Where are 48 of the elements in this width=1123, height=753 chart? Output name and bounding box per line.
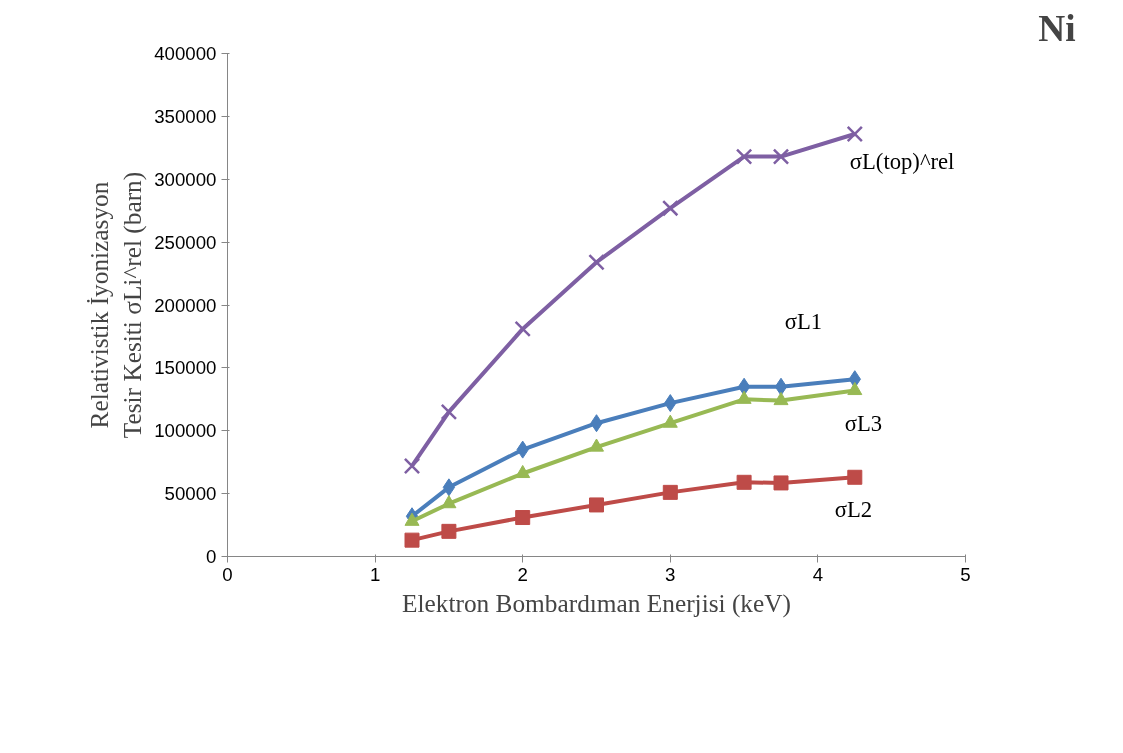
y-tick-label: 350000: [154, 105, 217, 127]
point: [735, 148, 753, 165]
series-label: σL(top)^rel: [849, 148, 955, 174]
point: [403, 457, 421, 475]
y-tick-label: 100000: [154, 420, 217, 442]
series-label: σL1: [784, 309, 823, 335]
point: [441, 523, 457, 539]
point: [588, 253, 605, 271]
y-tick-label: 250000: [154, 231, 217, 253]
point: [773, 391, 789, 406]
point: [589, 497, 604, 513]
x-tick-label: 1: [369, 563, 381, 585]
y-axis-title: Relativistik İyonizasyon Tesir Kesiti σLi^rel (barn): [84, 171, 148, 439]
point: [515, 464, 531, 479]
point: [774, 377, 788, 396]
x-tick-label: 4: [812, 563, 824, 585]
point: [773, 475, 789, 491]
y-tick-label: 50000: [164, 483, 217, 505]
point: [847, 469, 863, 485]
point: [515, 510, 531, 526]
point: [662, 414, 678, 428]
point: [736, 474, 752, 490]
point: [662, 484, 678, 500]
point: [442, 478, 456, 497]
x-tick-label: 0: [222, 563, 233, 585]
point: [847, 381, 863, 396]
point: [772, 148, 790, 165]
point: [736, 390, 752, 404]
point: [589, 438, 604, 452]
point: [661, 199, 679, 217]
y-tick-label: 300000: [154, 168, 217, 190]
point: [737, 377, 751, 396]
y-tick-label: 150000: [154, 357, 217, 379]
x-tick-label: 3: [665, 563, 676, 585]
series-label: σL2: [834, 497, 873, 523]
x-axis-title: Elektron Bombardıman Enerjisi (keV): [402, 588, 791, 618]
point: [440, 403, 458, 421]
point: [441, 495, 457, 509]
point: [404, 512, 420, 526]
series-label: σL3: [844, 410, 883, 436]
x-tick-label: 5: [960, 563, 971, 585]
point: [846, 125, 864, 143]
point: [404, 532, 420, 548]
x-tick-label: 2: [517, 563, 528, 585]
y-tick-label: 0: [206, 546, 217, 567]
y-tick-label: 200000: [154, 294, 217, 316]
text: Ni: [1038, 7, 1076, 49]
y-tick-label: 400000: [154, 43, 217, 64]
